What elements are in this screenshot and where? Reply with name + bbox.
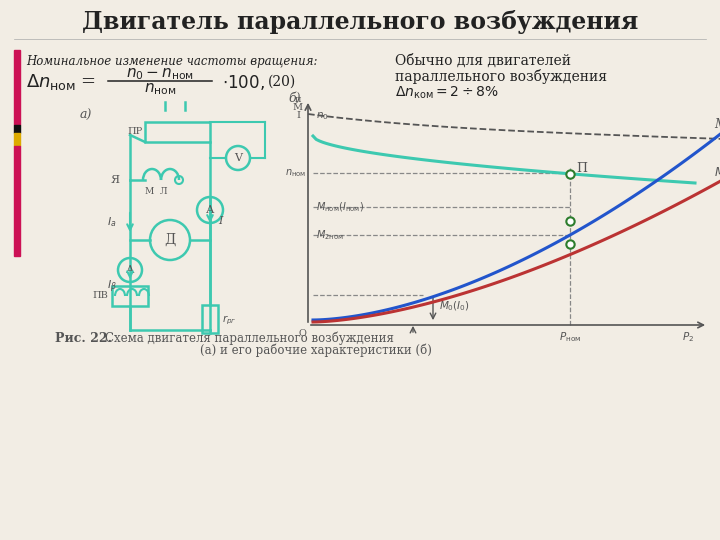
Text: M(I): M(I): [714, 118, 720, 131]
Text: $M_{\rm ном}(I_{\rm ном})$: $M_{\rm ном}(I_{\rm ном})$: [316, 200, 364, 214]
Text: I: I: [296, 111, 300, 120]
Text: М: М: [293, 104, 303, 112]
Text: =: =: [81, 73, 96, 91]
Text: ПР: ПР: [127, 127, 143, 137]
Text: $n_0 - n_{\rm ном}$: $n_0 - n_{\rm ном}$: [126, 66, 194, 82]
Text: I: I: [218, 216, 222, 226]
Text: ПВ: ПВ: [92, 292, 108, 300]
Text: П: П: [576, 163, 587, 176]
Text: параллельного возбуждения: параллельного возбуждения: [395, 70, 607, 84]
Text: $n_{\rm ном}$: $n_{\rm ном}$: [144, 81, 176, 97]
Text: $P_{\rm ном}$: $P_{\rm ном}$: [559, 330, 581, 344]
Text: А: А: [206, 205, 214, 215]
Text: А: А: [126, 265, 134, 275]
Text: Рис. 22.: Рис. 22.: [55, 332, 112, 345]
Text: $M_2$: $M_2$: [714, 166, 720, 181]
Text: Номинальное изменение частоты вращения:: Номинальное изменение частоты вращения:: [26, 55, 318, 68]
Text: $\Delta n_{\rm ком} = 2\div 8\%$: $\Delta n_{\rm ком} = 2\div 8\%$: [395, 85, 499, 101]
Text: $n_{\rm ном}$: $n_{\rm ном}$: [284, 167, 306, 179]
Text: $r_{рг}$: $r_{рг}$: [222, 313, 237, 327]
Text: V: V: [234, 153, 242, 163]
Bar: [14, 146, 20, 256]
Text: Д: Д: [164, 233, 176, 247]
Text: $\Delta n_{\rm ном}$: $\Delta n_{\rm ном}$: [26, 72, 76, 92]
Bar: [202, 305, 218, 333]
Text: М  Л: М Л: [145, 187, 167, 197]
Bar: [112, 286, 148, 306]
Text: (а) и его рабочие характеристики (б): (а) и его рабочие характеристики (б): [200, 343, 432, 357]
Text: $P_2$: $P_2$: [682, 330, 694, 344]
Text: Обычно для двигателей: Обычно для двигателей: [395, 54, 571, 68]
Text: п: п: [294, 96, 301, 105]
Text: (20): (20): [268, 75, 296, 89]
Text: $M_{\rm 2ном}$: $M_{\rm 2ном}$: [316, 228, 344, 242]
Text: О: О: [298, 328, 306, 338]
Text: $n_0$: $n_0$: [316, 110, 329, 122]
Text: а): а): [80, 109, 92, 122]
Text: Двигатель параллельного возбуждения: Двигатель параллельного возбуждения: [82, 10, 638, 34]
Text: б): б): [288, 91, 300, 105]
Bar: [14, 133, 20, 146]
Bar: [14, 50, 20, 125]
Bar: [14, 125, 20, 133]
Text: Я: Я: [110, 175, 120, 185]
Text: $I_\beta$: $I_\beta$: [107, 279, 117, 295]
Text: $I_a$: $I_a$: [107, 215, 117, 229]
Text: $\cdot 100,$: $\cdot 100,$: [222, 72, 265, 91]
Text: $M_0(I_0)$: $M_0(I_0)$: [439, 299, 470, 313]
Bar: [145, 122, 210, 142]
Text: Схема двигателя параллельного возбуждения: Схема двигателя параллельного возбуждени…: [105, 331, 394, 345]
